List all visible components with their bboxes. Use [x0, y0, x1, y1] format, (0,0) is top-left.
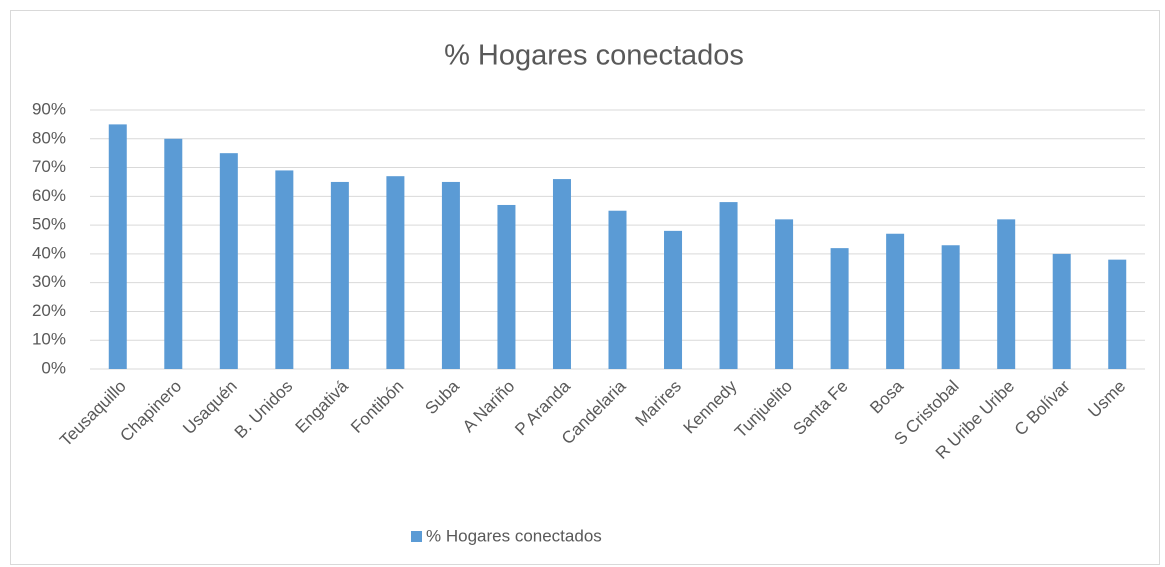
- bar: [664, 230, 683, 369]
- y-tick-label: 40%: [32, 243, 66, 262]
- y-tick-label: 70%: [32, 157, 66, 176]
- bar: [275, 170, 294, 369]
- legend-label: % Hogares conectados: [426, 526, 602, 545]
- chart-title: % Hogares conectados: [444, 40, 744, 72]
- bar: [441, 181, 460, 369]
- y-tick-label: 20%: [32, 301, 66, 320]
- legend-swatch: [411, 531, 422, 542]
- y-tick-label: 50%: [32, 215, 66, 234]
- bar: [330, 181, 349, 369]
- bar: [830, 248, 849, 369]
- bar: [386, 176, 405, 369]
- bar: [719, 202, 738, 369]
- bar: [775, 219, 794, 369]
- bar: [497, 204, 516, 369]
- y-tick-label: 90%: [32, 99, 66, 118]
- y-tick-label: 10%: [32, 330, 66, 349]
- y-tick-label: 0%: [41, 358, 66, 377]
- y-tick-label: 30%: [32, 272, 66, 291]
- bar: [108, 124, 127, 369]
- bar: [997, 219, 1016, 369]
- bar: [886, 233, 905, 369]
- bar: [1052, 253, 1071, 369]
- chart-frame: [10, 10, 1160, 565]
- bar: [941, 245, 960, 369]
- bar: [219, 153, 238, 369]
- y-tick-label: 60%: [32, 186, 66, 205]
- y-tick-label: 80%: [32, 128, 66, 147]
- bar: [164, 138, 183, 369]
- bar: [608, 210, 627, 369]
- bar: [1108, 259, 1127, 369]
- bar: [552, 179, 571, 369]
